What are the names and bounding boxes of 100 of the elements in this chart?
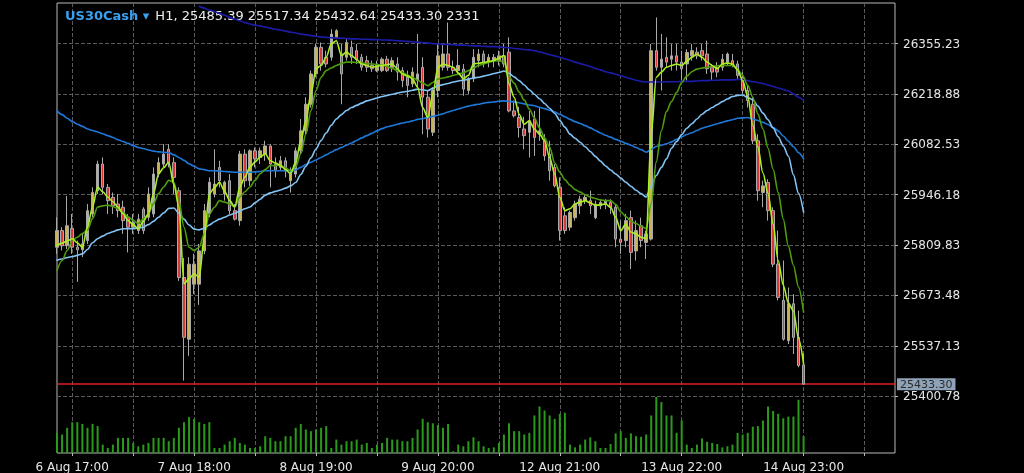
bar [640, 436, 643, 453]
bar [228, 441, 231, 453]
bar [411, 437, 414, 453]
candlestick [726, 52, 729, 66]
bar [122, 437, 125, 453]
candlestick [802, 352, 805, 385]
x-tick-label: 9 Aug 20:00 [401, 460, 475, 473]
candlestick [782, 260, 785, 342]
bar [157, 437, 160, 453]
bar [589, 437, 592, 453]
bar [116, 437, 119, 453]
bar [396, 439, 399, 453]
bar [406, 441, 409, 453]
bar [355, 439, 358, 453]
candlestick [289, 166, 292, 194]
bar [188, 417, 191, 453]
candlestick [467, 76, 470, 95]
bar [391, 439, 394, 453]
bar [127, 437, 130, 453]
line-series [56, 39, 805, 365]
y-tick-label: 26355.23 [903, 36, 961, 51]
bar [792, 416, 795, 453]
bar [441, 427, 444, 453]
candlestick [477, 48, 480, 68]
candlestick [406, 70, 409, 98]
y-tick-label: 25809.83 [903, 238, 961, 253]
candlestick [213, 148, 216, 198]
bar [604, 447, 607, 453]
bar [233, 437, 236, 453]
x-tick-label: 14 Aug 23:00 [763, 460, 845, 473]
bar [695, 444, 698, 453]
bar [248, 447, 251, 453]
candlestick [218, 160, 221, 188]
bar [269, 437, 272, 453]
bar [198, 422, 201, 453]
bar [629, 433, 632, 453]
candlestick [269, 143, 272, 188]
candlestick [456, 48, 460, 75]
bar [375, 444, 378, 453]
bar [736, 432, 739, 453]
bar [472, 437, 475, 453]
bar [665, 415, 668, 453]
x-tick-label: 12 Aug 21:00 [519, 460, 601, 473]
bar [574, 447, 577, 453]
bar [294, 427, 297, 453]
candlestick [335, 28, 338, 40]
candlestick [609, 198, 612, 215]
bar [284, 436, 287, 453]
bar [655, 397, 658, 453]
bar [309, 431, 312, 453]
x-tick-label: 13 Aug 22:00 [641, 460, 723, 473]
bar [751, 426, 754, 453]
candlestick [670, 43, 673, 72]
bar [101, 444, 104, 453]
bar [761, 420, 764, 453]
candlestick [594, 200, 597, 220]
bar [340, 444, 343, 453]
bar [436, 425, 439, 453]
bar [264, 436, 267, 453]
line-series [56, 70, 805, 261]
bar [502, 434, 505, 453]
bar [726, 446, 729, 453]
bar [370, 447, 373, 453]
bar [106, 447, 109, 453]
bar [238, 442, 241, 453]
bar [61, 434, 64, 453]
bar [167, 441, 170, 453]
candlestick [655, 16, 658, 72]
bar [731, 444, 734, 453]
candlestick [421, 56, 424, 135]
bar [756, 426, 759, 453]
candlestick [350, 40, 353, 65]
candlestick [517, 106, 521, 138]
candlestick [96, 160, 99, 195]
bar [467, 441, 470, 453]
x-tick-label: 8 Aug 19:00 [279, 460, 353, 473]
candlestick [528, 110, 531, 158]
candlestick [101, 156, 104, 195]
candlestick [157, 156, 160, 178]
candlestick [680, 50, 683, 82]
bar [81, 423, 84, 453]
candlestick [340, 43, 343, 105]
bar [426, 422, 429, 453]
y-tick-label: 26082.53 [903, 137, 961, 152]
bar [508, 423, 511, 453]
bar [538, 406, 541, 453]
bar [523, 434, 526, 453]
bar [182, 422, 185, 453]
bar [680, 420, 683, 453]
bar [711, 442, 714, 453]
candlestick [482, 50, 485, 68]
bar [584, 439, 587, 453]
bar [477, 441, 480, 453]
bar [797, 399, 800, 453]
bar [645, 434, 648, 453]
bar [533, 415, 536, 453]
bar [568, 444, 571, 453]
bar [421, 418, 424, 453]
bar [548, 415, 551, 453]
bar [350, 441, 353, 453]
